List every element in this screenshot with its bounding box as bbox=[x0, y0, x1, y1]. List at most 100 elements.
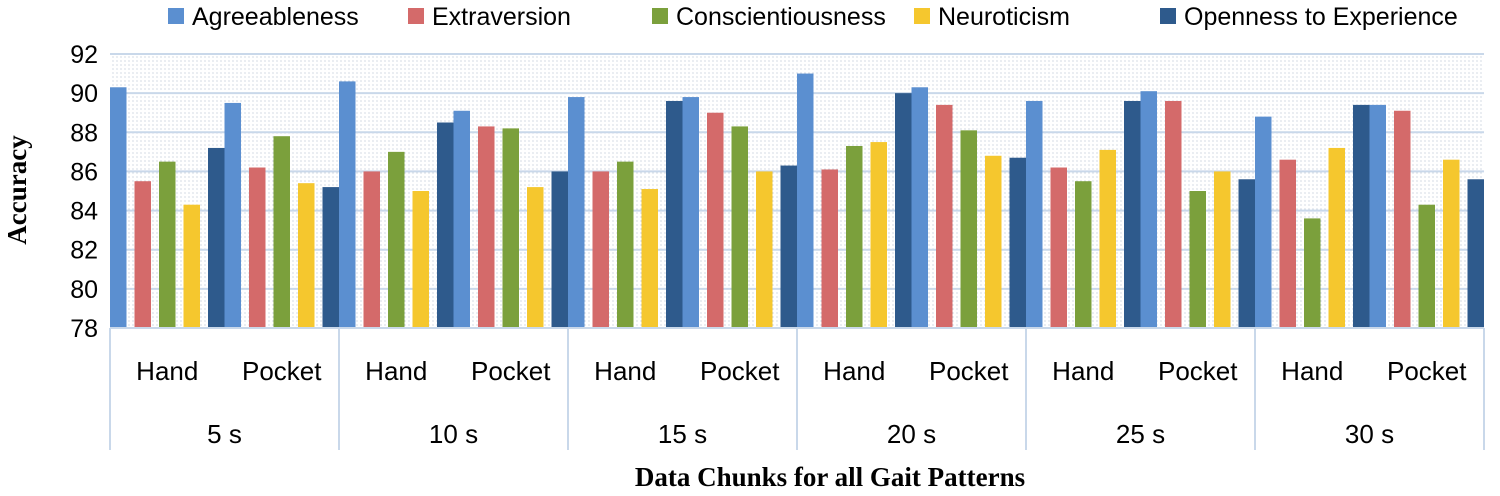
x-group-label: 5 s bbox=[207, 419, 242, 449]
x-subcategory-label: Pocket bbox=[471, 356, 551, 386]
bar-openness-to-experience bbox=[1124, 100, 1141, 328]
bar-openness-to-experience bbox=[1009, 157, 1026, 328]
y-tick-label: 84 bbox=[70, 198, 98, 226]
x-group-label: 10 s bbox=[429, 419, 478, 449]
bar-extraversion bbox=[707, 112, 724, 328]
y-tick-label: 92 bbox=[70, 41, 98, 69]
y-tick-label: 86 bbox=[70, 158, 98, 186]
bar-openness-to-experience bbox=[208, 147, 225, 328]
legend-label: Conscientiousness bbox=[676, 3, 886, 31]
bar-agreeableness bbox=[1140, 91, 1157, 328]
bar-agreeableness bbox=[224, 102, 241, 328]
bar-extraversion bbox=[363, 171, 380, 328]
bar-conscientiousness bbox=[273, 136, 290, 328]
legend-label: Extraversion bbox=[432, 3, 571, 31]
bar-openness-to-experience bbox=[551, 171, 568, 328]
bar-conscientiousness bbox=[846, 145, 863, 328]
bar-agreeableness bbox=[911, 87, 928, 329]
x-subcategory-label: Hand bbox=[365, 356, 427, 386]
bar-conscientiousness bbox=[1304, 218, 1321, 328]
bar-agreeableness bbox=[568, 97, 585, 328]
x-group-label: 20 s bbox=[887, 419, 936, 449]
bar-extraversion bbox=[1394, 110, 1411, 328]
bar-neuroticism bbox=[870, 142, 887, 328]
bar-openness-to-experience bbox=[322, 187, 339, 328]
x-group-label: 15 s bbox=[658, 419, 707, 449]
x-subcategory-label: Hand bbox=[1052, 356, 1114, 386]
x-subcategory-label: Pocket bbox=[700, 356, 780, 386]
bar-agreeableness bbox=[110, 87, 127, 329]
bar-openness-to-experience bbox=[1238, 179, 1255, 328]
y-tick-label: 82 bbox=[70, 237, 98, 265]
y-axis: 78 80 82 84 86 88 90 92 bbox=[70, 41, 98, 343]
bar-neuroticism bbox=[1214, 171, 1231, 328]
bar-neuroticism bbox=[1099, 149, 1116, 328]
bar-neuroticism bbox=[298, 183, 315, 328]
legend-label: Neuroticism bbox=[938, 3, 1070, 31]
bar-extraversion bbox=[249, 167, 266, 328]
legend-swatch bbox=[1160, 8, 1176, 24]
bar-agreeableness bbox=[797, 73, 814, 328]
x-subcategory-label: Hand bbox=[594, 356, 656, 386]
bar-conscientiousness bbox=[617, 161, 634, 328]
bar-agreeableness bbox=[1026, 100, 1043, 328]
bar-neuroticism bbox=[412, 191, 429, 328]
x-axis-title: Data Chunks for all Gait Patterns bbox=[635, 462, 1025, 492]
legend: Agreeableness Extraversion Conscientiousne… bbox=[168, 3, 1458, 31]
bar-agreeableness bbox=[453, 110, 470, 328]
bar-neuroticism bbox=[756, 171, 773, 328]
bar-conscientiousness bbox=[1189, 191, 1206, 328]
bar-neuroticism bbox=[1328, 147, 1345, 328]
legend-label: Agreeableness bbox=[192, 3, 359, 31]
bar-openness-to-experience bbox=[780, 165, 797, 328]
bar-agreeableness bbox=[339, 81, 356, 329]
x-subcategory-label: Hand bbox=[823, 356, 885, 386]
bar-conscientiousness bbox=[1418, 204, 1435, 328]
x-subcategory-label: Hand bbox=[1281, 356, 1343, 386]
x-axis: Hand Pocket Hand Pocket Hand Pocket Hand Pocket… bbox=[109, 327, 1485, 450]
bar-conscientiousness bbox=[1075, 181, 1092, 328]
x-subcategory-label: Pocket bbox=[929, 356, 1009, 386]
bar-neuroticism bbox=[985, 155, 1002, 328]
legend-label: Openness to Experience bbox=[1184, 3, 1458, 31]
x-subcategory-label: Pocket bbox=[1158, 356, 1238, 386]
bar-extraversion bbox=[134, 181, 151, 328]
legend-swatch bbox=[408, 8, 424, 24]
x-group-label: 30 s bbox=[1345, 419, 1394, 449]
bar-conscientiousness bbox=[731, 126, 748, 329]
bar-extraversion bbox=[1279, 159, 1296, 328]
x-subcategory-label: Pocket bbox=[242, 356, 322, 386]
bar-openness-to-experience bbox=[895, 93, 912, 329]
bar-neuroticism bbox=[183, 204, 200, 328]
legend-swatch bbox=[168, 8, 184, 24]
bar-openness-to-experience bbox=[666, 100, 683, 328]
bar-extraversion bbox=[821, 169, 838, 328]
x-subcategory-label: Pocket bbox=[1387, 356, 1467, 386]
bar-neuroticism bbox=[641, 189, 658, 328]
legend-swatch bbox=[652, 8, 668, 24]
y-tick-label: 78 bbox=[70, 315, 98, 343]
bars bbox=[110, 73, 1484, 329]
bar-neuroticism bbox=[1443, 159, 1460, 328]
bar-agreeableness bbox=[1255, 116, 1272, 328]
bar-conscientiousness bbox=[159, 161, 176, 328]
bar-agreeableness bbox=[1369, 104, 1386, 328]
bar-openness-to-experience bbox=[437, 122, 454, 328]
bar-extraversion bbox=[936, 104, 953, 328]
y-tick-label: 80 bbox=[70, 276, 98, 304]
bar-agreeableness bbox=[682, 97, 699, 328]
y-axis-title: Accuracy bbox=[2, 135, 32, 245]
bar-openness-to-experience bbox=[1353, 104, 1370, 328]
bar-conscientiousness bbox=[960, 130, 977, 328]
bar-extraversion bbox=[592, 171, 609, 328]
x-group-label: 25 s bbox=[1116, 419, 1165, 449]
y-tick-label: 90 bbox=[70, 80, 98, 108]
legend-swatch bbox=[914, 8, 930, 24]
bar-conscientiousness bbox=[502, 128, 519, 328]
x-subcategory-label: Hand bbox=[136, 356, 198, 386]
bar-extraversion bbox=[1165, 100, 1182, 328]
bar-neuroticism bbox=[527, 187, 544, 328]
bar-conscientiousness bbox=[388, 151, 405, 328]
y-tick-label: 88 bbox=[70, 119, 98, 147]
